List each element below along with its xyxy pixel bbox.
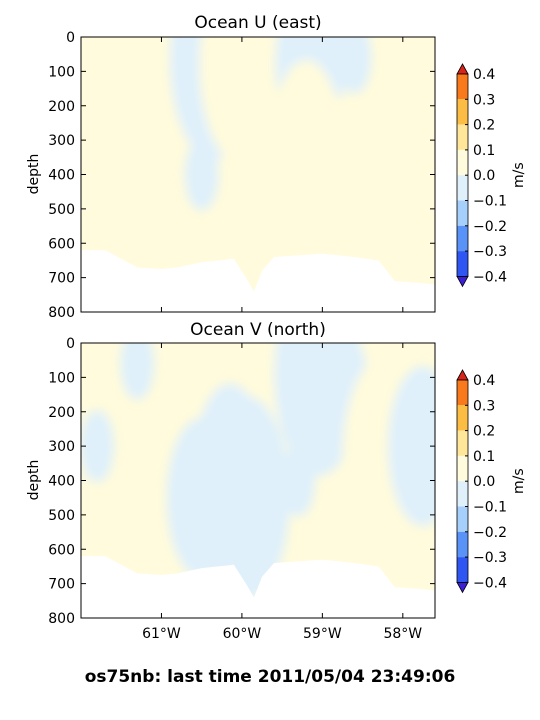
y-tick-label: 300 xyxy=(48,439,75,455)
colorbar-tick-label: 0.4 xyxy=(473,373,495,389)
no-data-region xyxy=(81,250,435,312)
feature-blobs xyxy=(81,343,435,600)
contour-field-ocean-v xyxy=(81,343,435,618)
y-tick-label: 800 xyxy=(48,305,75,321)
y-axis-label-ocean-v: depth xyxy=(26,460,42,501)
colorbar-extend-max xyxy=(456,369,469,381)
colorbar-band xyxy=(457,124,468,150)
colorbar-band xyxy=(457,99,468,125)
colorbar-tick-label: 0.3 xyxy=(473,398,495,414)
axes-ocean-u: 0 100 200 300 400 500 600 700 800 xyxy=(48,30,436,321)
axes-ocean-v: 0 100 200 300 400 500 600 700 800 61°W 60°W 59°W 58°… xyxy=(48,336,436,642)
colorbar-band xyxy=(457,380,468,406)
y-tick-label: 200 xyxy=(48,405,75,421)
panel-title-ocean-v: Ocean V (north) xyxy=(190,320,326,340)
feature-contour xyxy=(184,138,219,211)
colorbar-band xyxy=(457,225,468,252)
colorbar-band xyxy=(457,175,468,201)
colorbar-tick-label: 0.0 xyxy=(473,168,495,184)
panel-ocean-v: Ocean V (north) depth 0 100 200 300 400 500 60… xyxy=(26,320,436,642)
feature-contour xyxy=(104,104,139,177)
y-tick-label: 500 xyxy=(48,508,75,524)
colorbar-tick-label: 0.2 xyxy=(473,424,495,440)
colorbar-band xyxy=(457,200,468,226)
feature-contour xyxy=(120,343,155,400)
colorbar-tick-label: −0.2 xyxy=(473,219,507,235)
colorbar-unit-label: m/s xyxy=(511,468,527,494)
y-tick-label: 300 xyxy=(48,133,75,149)
colorbar-band xyxy=(457,74,468,100)
y-tick-label: 0 xyxy=(66,30,75,46)
colorbar-unit-label: m/s xyxy=(511,162,527,188)
y-axis-label-ocean-u: depth xyxy=(26,154,42,195)
y-tick-label: 400 xyxy=(48,474,75,490)
feature-contour xyxy=(81,410,115,483)
colorbar-tick-label: 0.1 xyxy=(473,143,495,159)
y-tick-label: 0 xyxy=(66,336,75,352)
feature-contour xyxy=(328,123,381,240)
colorbar-tick-label: −0.1 xyxy=(473,500,507,516)
feature-contour xyxy=(337,37,372,94)
feature-contour xyxy=(380,47,433,164)
x-tick-label: 59°W xyxy=(303,626,342,642)
colorbar-band xyxy=(457,430,468,456)
colorbar-ocean-u: −0.4 −0.3 −0.2 −0.1 0.0 0.1 0.2 0.3 0.4 m/s xyxy=(456,63,527,288)
colorbar-extend-max xyxy=(456,63,469,75)
colorbar-tick-label: 0.4 xyxy=(473,67,495,83)
y-tick-label: 600 xyxy=(48,236,75,252)
colorbar-tick-label: −0.3 xyxy=(473,550,507,566)
last-time-caption: os75nb: last time 2011/05/04 23:49:06 xyxy=(84,667,456,687)
colorbar-tick-label: −0.1 xyxy=(473,194,507,210)
colorbar-band xyxy=(457,531,468,558)
panel-ocean-u: Ocean U (east) depth 0 100 200 300 400 500 600… xyxy=(26,13,436,321)
y-tick-label: 500 xyxy=(48,202,75,218)
contour-field-ocean-u xyxy=(81,37,435,312)
colorbar-tick-label: −0.3 xyxy=(473,244,507,260)
colorbar-extend-min xyxy=(456,582,469,594)
colorbar-band xyxy=(457,251,468,277)
colorbar-band xyxy=(457,455,468,482)
y-tick-label: 700 xyxy=(48,577,75,593)
colorbar-tick-label: −0.4 xyxy=(473,575,507,591)
colorbar-ocean-v: −0.4 −0.3 −0.2 −0.1 0.0 0.1 0.2 0.3 0.4 m/s xyxy=(456,369,527,594)
panel-title-ocean-u: Ocean U (east) xyxy=(194,13,321,33)
y-tick-label: 200 xyxy=(48,99,75,115)
y-tick-label: 700 xyxy=(48,271,75,287)
no-data-region xyxy=(81,556,435,618)
colorbar-band xyxy=(457,405,468,431)
x-tick-label: 61°W xyxy=(142,626,181,642)
y-tick-label: 800 xyxy=(48,611,75,627)
x-tick-label: 60°W xyxy=(223,626,262,642)
y-tick-label: 100 xyxy=(48,64,75,80)
y-tick-label: 400 xyxy=(48,168,75,184)
feature-contour xyxy=(387,366,435,527)
colorbar-tick-label: 0.0 xyxy=(473,474,495,490)
colorbar-band xyxy=(457,557,468,583)
colorbar-band xyxy=(457,506,468,532)
colorbar-tick-label: −0.4 xyxy=(473,269,507,285)
colorbar-band xyxy=(457,149,468,176)
colorbar-band xyxy=(457,481,468,507)
colorbar-tick-label: 0.3 xyxy=(473,92,495,108)
feature-contour xyxy=(194,383,265,544)
y-tick-label: 600 xyxy=(48,542,75,558)
feature-blobs xyxy=(81,37,433,294)
y-tick-label: 100 xyxy=(48,370,75,386)
colorbar-extend-min xyxy=(456,275,469,288)
feature-contour xyxy=(281,444,316,517)
x-tick-label: 58°W xyxy=(383,626,422,642)
colorbar-tick-label: −0.2 xyxy=(473,525,507,541)
feature-contour xyxy=(112,478,147,551)
colorbar-tick-label: 0.2 xyxy=(473,118,495,134)
colorbar-tick-label: 0.1 xyxy=(473,449,495,465)
